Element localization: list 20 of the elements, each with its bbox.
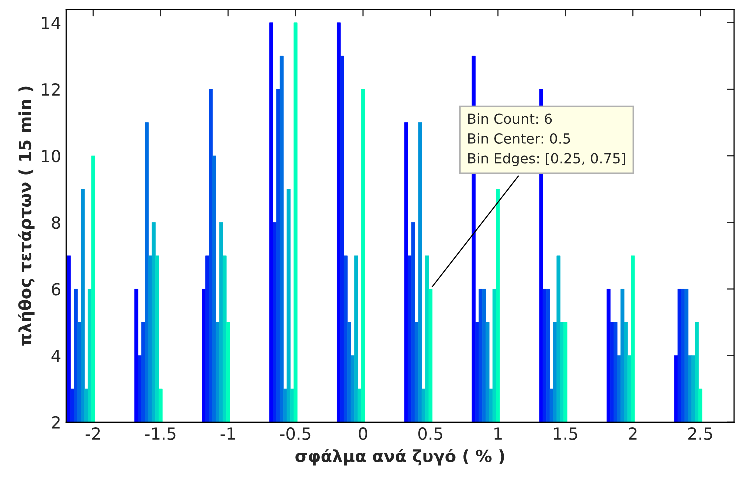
x-tick-label: -1.5: [145, 428, 176, 440]
y-tick-label: 4: [52, 350, 61, 362]
x-tick-label: -2: [86, 428, 100, 440]
x-tick-label: 1.5: [554, 428, 578, 440]
x-tick-label: 0: [359, 428, 368, 440]
y-tick-label: 12: [42, 83, 60, 96]
y-tick-label: 2: [52, 416, 60, 429]
x-tick-label: 0.5: [418, 428, 443, 440]
x-tick-label: 2.5: [688, 428, 712, 440]
y-tick-label: 10: [42, 150, 60, 163]
y-tick-label: 14: [42, 17, 61, 30]
y-tick-label: 8: [52, 216, 60, 230]
annotation: Bin Count: 6 Bin Center: 0.5 Bin Edges: [0.25, 0.75]: [468, 113, 626, 166]
x-tick-label: 2: [629, 428, 637, 440]
x-tick-label: -0.5: [280, 428, 311, 440]
x-axis-title: σφάλμα ανά ζυγό ( % ): [296, 448, 504, 466]
x-tick-label: -1: [220, 428, 236, 440]
y-axis-title: πλήθος τετάρτων ( 15 min ): [18, 86, 35, 346]
x-tick-label: 1: [494, 428, 502, 440]
y-tick-label: 6: [52, 283, 61, 296]
